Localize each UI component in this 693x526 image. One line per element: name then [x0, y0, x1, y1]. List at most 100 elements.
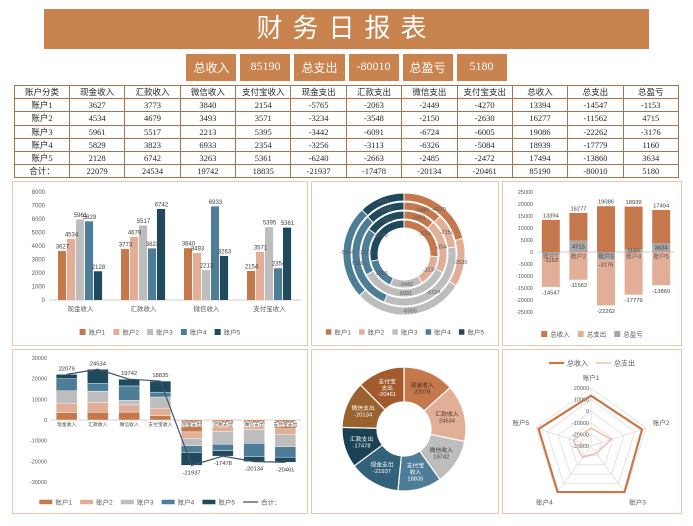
table-cell: 6933: [179, 137, 237, 152]
svg-text:7000: 7000: [32, 204, 46, 210]
income-by-account-bar-chart: 0 1000 2000 3000 4000 5000 6000 7000 8000 现金收入 汇款收…: [12, 181, 308, 347]
svg-text:-21937: -21937: [183, 471, 201, 477]
column-header: 现金收入: [68, 84, 126, 100]
summary-profit-label: 总盈亏: [402, 54, 453, 81]
svg-text:账户1: 账户1: [55, 498, 72, 507]
svg-text:合计：: 合计：: [261, 498, 281, 507]
svg-text:0: 0: [586, 410, 589, 416]
header-row: 账户分类 现金收入 汇款收入 微信收入 支付宝收入 现金支出 汇款支出 微信支出 支付宝支出 总收…: [14, 84, 680, 100]
table-cell: -5084: [456, 137, 513, 152]
svg-text:5517: 5517: [137, 219, 151, 225]
svg-text:账户1: 账户1: [89, 328, 106, 337]
table-cell: 合计：: [14, 164, 70, 179]
table-cell: -5765: [290, 98, 347, 113]
table-row: 账户4 5829 3823 6933 2354 -3256 -3113 -6326 -5084 1…: [14, 137, 680, 152]
svg-text:账户2: 账户2: [571, 253, 587, 261]
table-cell: 16277: [511, 111, 569, 126]
svg-text:账户3: 账户3: [401, 328, 418, 337]
svg-text:0: 0: [530, 250, 533, 256]
table-cell: -6005: [456, 124, 513, 139]
svg-text:账户2: 账户2: [96, 498, 113, 507]
category-totals-doughnut-chart: 现金收入 22079 汇款收入 24534 微信收入 19742 支付宝 收入 18835 现金支…: [311, 349, 499, 515]
svg-text:3634: 3634: [655, 246, 669, 252]
svg-text:现金收入: 现金收入: [411, 382, 434, 390]
svg-text:-5084: -5084: [340, 251, 354, 257]
svg-text:账户1: 账户1: [583, 373, 600, 382]
table-cell: 5361: [235, 150, 292, 166]
table-cell: 账户1: [14, 98, 70, 113]
svg-text:-3234: -3234: [423, 268, 437, 274]
svg-text:5000: 5000: [32, 231, 46, 237]
svg-text:-2630: -2630: [453, 261, 467, 267]
svg-text:账户4: 账户4: [536, 498, 553, 507]
column-header: 汇款支出: [345, 84, 403, 100]
summary-total-expense-value: -80010: [348, 54, 399, 81]
svg-text:-21937: -21937: [373, 469, 391, 475]
table-cell: -20134: [401, 164, 458, 179]
svg-text:-17779: -17779: [625, 298, 643, 304]
table-cell: -3176: [622, 124, 680, 139]
table-cell: -2485: [401, 150, 458, 166]
svg-text:-17478: -17478: [353, 444, 371, 450]
svg-text:22079: 22079: [59, 367, 75, 373]
table-cell: 3627: [68, 98, 126, 113]
table-cell: 24534: [124, 164, 181, 179]
svg-text:-22262: -22262: [597, 309, 615, 315]
svg-text:账户5: 账户5: [513, 418, 530, 427]
svg-text:账户3: 账户3: [156, 328, 173, 337]
report-table: 账户分类 现金收入 汇款收入 微信收入 支付宝收入 现金支出 汇款支出 微信支出 支付宝支出 总收…: [14, 84, 680, 179]
svg-text:19742: 19742: [121, 372, 137, 378]
table-cell: 账户5: [14, 150, 70, 166]
svg-text:4679: 4679: [128, 231, 142, 237]
table-cell: -17478: [345, 164, 403, 179]
table-cell: -2472: [456, 150, 513, 166]
svg-text:3773: 3773: [119, 243, 133, 249]
svg-text:6000: 6000: [32, 217, 46, 223]
svg-text:账户1: 账户1: [543, 253, 559, 261]
svg-text:汇款收入: 汇款收入: [88, 421, 107, 428]
svg-text:-6326: -6326: [350, 261, 364, 267]
table-cell: 17494: [511, 150, 569, 166]
svg-text:收入: 收入: [410, 468, 422, 476]
table-cell: 19742: [179, 164, 237, 179]
svg-text:18835: 18835: [407, 477, 423, 483]
table-cell: -6091: [345, 124, 403, 139]
chart0-svg: 0 1000 2000 3000 4000 5000 6000 7000 8000 现金收入 汇款收…: [32, 190, 301, 337]
summary-total-income-value: 85190: [240, 54, 291, 81]
table-row: 账户3 5961 5517 2213 5395 -3442 -6091 -6724 -6005 1…: [14, 124, 680, 139]
svg-text:2154: 2154: [245, 265, 259, 271]
svg-text:-6240: -6240: [374, 234, 388, 240]
table-cell: 3773: [124, 98, 181, 113]
column-header: 支付宝收入: [235, 84, 292, 100]
svg-text:10000: 10000: [518, 226, 533, 232]
svg-text:现金支出: 现金支出: [182, 421, 201, 428]
svg-text:20000: 20000: [32, 377, 47, 383]
table-cell: 2213: [179, 124, 237, 139]
svg-text:总收入: 总收入: [567, 359, 588, 368]
svg-text:19086: 19086: [598, 200, 614, 206]
table-cell: -20461: [456, 164, 513, 179]
table-cell: 4534: [68, 111, 126, 126]
table-cell: 13394: [511, 98, 569, 113]
svg-text:微信收入: 微信收入: [194, 304, 221, 313]
account-totals-bar-chart: -25000 -20000 -15000 -10000 -5000 0 5000 10000 1…: [502, 181, 682, 347]
svg-text:-6724: -6724: [426, 290, 440, 296]
column-header: 微信支出: [401, 84, 458, 100]
table-cell: -6240: [290, 150, 347, 166]
svg-text:24534: 24534: [90, 362, 107, 368]
svg-text:-13860: -13860: [652, 289, 670, 295]
svg-text:账户2: 账户2: [122, 328, 139, 337]
table-cell: -3442: [290, 124, 347, 139]
svg-text:-3442: -3442: [399, 282, 413, 288]
svg-text:-10000: -10000: [516, 274, 533, 280]
table-cell: 3493: [179, 111, 237, 126]
svg-text:-6005: -6005: [403, 309, 417, 315]
svg-text:现金收入: 现金收入: [57, 421, 76, 428]
table-cell: 3263: [179, 150, 237, 166]
svg-text:1000: 1000: [32, 285, 46, 291]
svg-text:-17478: -17478: [214, 461, 232, 467]
svg-text:账户5: 账户5: [224, 328, 241, 337]
svg-text:2128: 2128: [92, 265, 106, 271]
svg-text:-20000: -20000: [30, 460, 47, 466]
svg-text:-3548: -3548: [435, 245, 449, 251]
